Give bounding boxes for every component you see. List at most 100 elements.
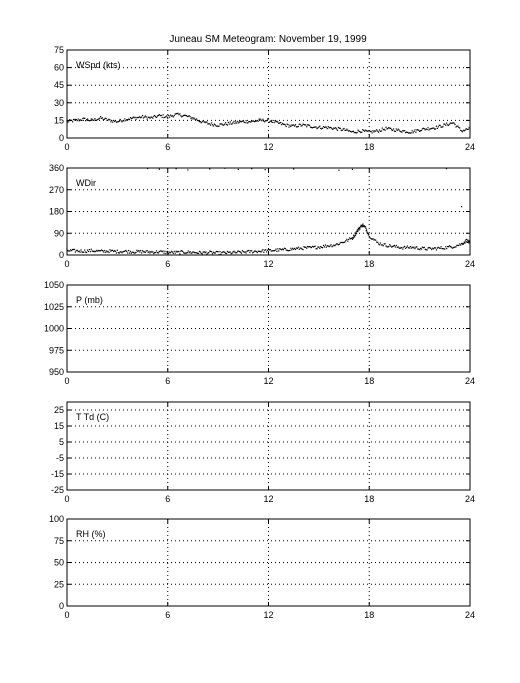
data-point [109,119,111,121]
x-tick-label: 12 [263,610,273,620]
data-point [187,169,189,171]
data-point [441,126,443,128]
data-point [351,238,354,240]
data-point [335,244,337,246]
data-point [241,120,243,122]
data-point [453,122,455,124]
data-point [207,123,209,125]
data-point [419,247,422,250]
data-point [273,121,275,124]
data-point [137,117,139,119]
data-point [186,252,188,254]
data-point [339,127,341,129]
data-point [155,250,158,252]
data-point [376,129,378,131]
data-point [449,122,452,124]
data-point [171,115,174,117]
data-point [261,120,263,122]
data-point [292,124,294,127]
data-point [274,120,276,122]
data-point [306,126,308,128]
data-point [237,120,239,122]
data-point [121,252,123,254]
data-point [167,116,169,119]
data-point [271,121,273,124]
data-point [93,119,95,121]
data-point [83,251,85,253]
data-point [377,241,379,243]
data-point [94,118,96,120]
data-point [277,248,279,250]
data-point [231,252,233,254]
data-point [89,119,91,122]
y-tick-label: 75 [54,45,64,55]
data-point [148,116,150,118]
data-point [455,126,457,128]
data-point [346,238,348,240]
data-point [460,244,462,246]
data-point [208,123,210,125]
data-point [335,127,337,129]
data-point [368,236,370,238]
data-point [169,251,171,253]
data-point [95,250,97,252]
data-point [113,120,116,123]
data-point [164,116,166,118]
data-point [316,127,318,130]
data-point [448,245,451,247]
y-tick-label: -5 [56,453,64,463]
data-point [293,168,295,170]
data-point [262,118,264,120]
data-point [118,252,120,254]
data-point [216,250,218,253]
x-tick-label: 24 [465,259,475,269]
data-point [122,120,124,122]
data-point [450,122,452,124]
data-point [413,130,415,133]
data-point [354,235,356,237]
data-point [351,130,354,133]
data-point [140,117,142,119]
data-point [221,123,223,125]
data-point [149,117,151,119]
data-point [393,244,396,247]
data-point [234,251,236,253]
data-point [294,124,297,126]
data-point [388,126,390,129]
data-point [126,119,128,121]
data-point [193,117,195,119]
data-point [128,118,131,121]
data-point [117,252,119,254]
data-point [191,252,193,254]
data-point [405,131,408,133]
data-point [110,121,112,123]
data-point [468,127,470,129]
x-tick-label: 18 [364,494,374,504]
data-point [104,251,106,254]
data-point [78,120,80,122]
data-point [306,247,308,249]
data-point [450,246,452,248]
data-point [421,246,424,248]
data-point [274,249,276,252]
data-point [182,115,184,117]
data-point [218,125,220,127]
data-point [349,130,351,132]
y-tick-label: 60 [54,63,64,73]
data-point [85,251,87,253]
data-point [369,237,371,239]
data-point [314,245,316,247]
data-point [282,249,285,251]
data-point [433,248,435,250]
data-point [254,250,257,252]
data-point [199,121,202,123]
data-point [209,123,211,125]
data-point [213,123,215,125]
x-tick-label: 6 [165,494,170,504]
x-tick-label: 12 [263,494,273,504]
data-point [175,168,177,170]
data-point [250,250,252,252]
data-point [209,168,211,170]
data-point [389,127,391,129]
data-point [395,128,397,130]
